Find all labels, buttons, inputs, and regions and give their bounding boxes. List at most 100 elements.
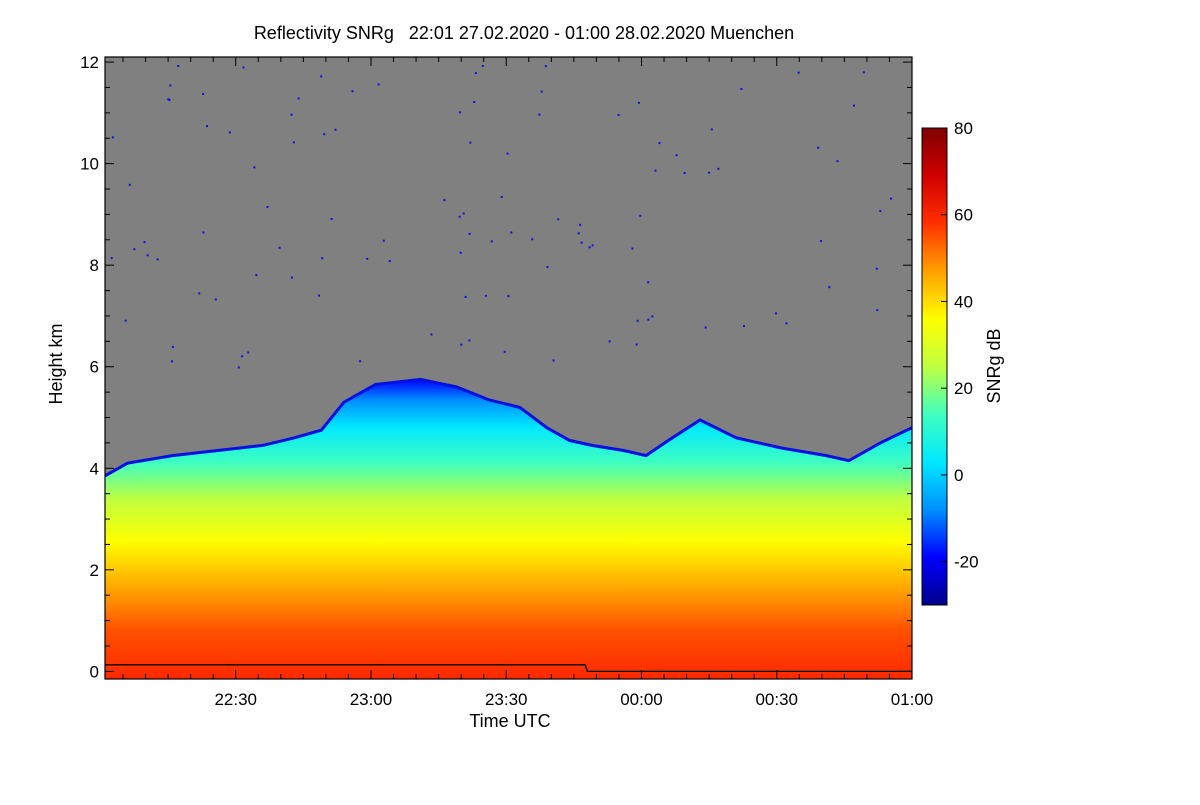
noise-dot: [544, 65, 547, 68]
noise-dot: [464, 295, 467, 298]
x-tick-label: 22:30: [214, 690, 257, 709]
colorbar-tick-label: 0: [954, 466, 963, 485]
x-tick-label: 23:30: [485, 690, 528, 709]
noise-dot: [214, 298, 217, 301]
noise-dot: [740, 88, 743, 90]
noise-dot: [637, 101, 640, 104]
noise-dot: [468, 339, 471, 342]
x-tick-label: 01:00: [891, 690, 934, 709]
noise-dot: [608, 340, 611, 343]
noise-dot: [468, 232, 471, 235]
noise-dot: [320, 75, 323, 78]
noise-dot: [474, 72, 477, 75]
noise-dot: [198, 292, 201, 295]
y-tick-label: 8: [90, 256, 99, 275]
noise-dot: [388, 260, 391, 263]
noise-dot: [717, 167, 720, 170]
colorbar: [921, 127, 948, 606]
noise-dot: [143, 241, 146, 244]
noise-dot: [253, 166, 256, 169]
noise-dot: [862, 71, 865, 74]
noise-dot: [651, 315, 654, 318]
noise-dot: [469, 141, 472, 144]
noise-dot: [460, 343, 463, 346]
noise-dot: [708, 171, 711, 174]
noise-dot: [577, 232, 580, 235]
noise-dot: [538, 113, 541, 116]
noise-dot: [110, 257, 113, 260]
noise-dot: [111, 136, 114, 139]
x-axis-label: Time UTC: [469, 711, 550, 731]
noise-dot: [506, 152, 509, 155]
noise-dot: [552, 359, 555, 362]
noise-dot: [579, 223, 582, 226]
noise-dot: [156, 258, 159, 261]
noise-dot: [278, 246, 281, 249]
noise-dot: [242, 66, 245, 69]
y-tick-label: 10: [80, 155, 99, 174]
noise-dot: [540, 90, 543, 93]
noise-dot: [654, 169, 657, 172]
noise-dot: [820, 240, 822, 243]
x-tick-label: 00:30: [755, 690, 798, 709]
colorbar-tick-label: 40: [954, 292, 973, 311]
noise-dot: [177, 65, 180, 67]
noise-dot: [124, 319, 127, 322]
chart-title: Reflectivity SNRg 22:01 27.02.2020 - 01:…: [254, 23, 794, 43]
noise-dot: [591, 244, 594, 247]
y-tick-label: 0: [90, 662, 99, 681]
y-tick-label: 4: [90, 459, 99, 478]
noise-dot: [500, 195, 503, 198]
noise-dot: [382, 239, 385, 242]
y-tick-label: 12: [80, 53, 99, 72]
noise-dot: [580, 241, 583, 244]
noise-dot: [266, 206, 269, 208]
noise-dot: [876, 309, 879, 312]
noise-dot: [167, 98, 170, 101]
noise-dot: [443, 199, 446, 202]
noise-dot: [366, 257, 369, 260]
noise-dot: [647, 318, 650, 321]
noise-dot: [588, 246, 591, 249]
colorbar-tick-label: 80: [954, 119, 973, 138]
noise-dot: [323, 133, 326, 136]
noise-dot: [202, 231, 205, 234]
x-tick-label: 23:00: [350, 690, 393, 709]
noise-dot: [797, 71, 800, 74]
noise-dots: [110, 65, 892, 369]
noise-dot: [292, 141, 295, 144]
noise-dot: [228, 131, 231, 134]
colorbar-tick-label: -20: [954, 553, 979, 572]
noise-dot: [247, 351, 250, 354]
cloud-layer: [105, 379, 912, 679]
noise-dot: [647, 281, 650, 284]
noise-dot: [890, 197, 892, 200]
noise-dot: [458, 215, 461, 218]
noise-dot: [359, 360, 362, 363]
noise-dot: [828, 286, 831, 289]
noise-dot: [255, 274, 258, 277]
noise-dot: [237, 366, 240, 369]
noise-dot: [490, 240, 493, 243]
noise-dot: [146, 254, 149, 257]
plot-content: [105, 65, 912, 679]
noise-dot: [171, 360, 173, 363]
noise-dot: [658, 142, 661, 145]
noise-dot: [459, 111, 462, 114]
colorbar-label: SNRg dB: [984, 328, 1004, 403]
noise-dot: [171, 345, 174, 348]
noise-dot: [531, 238, 534, 241]
noise-dot: [168, 99, 171, 101]
noise-dot: [836, 160, 839, 163]
noise-dot: [321, 257, 324, 260]
noise-dot: [775, 312, 777, 315]
colorbar-ticks: -20 0 20 40 60 80: [941, 119, 979, 572]
colorbar-tick-label: 20: [954, 379, 973, 398]
y-tick-label: 2: [90, 561, 99, 580]
colorbar-tick-label: 60: [954, 206, 973, 225]
surface-line: [105, 664, 912, 673]
noise-dot: [334, 128, 337, 131]
noise-dot: [241, 355, 244, 358]
noise-dot: [617, 114, 620, 116]
